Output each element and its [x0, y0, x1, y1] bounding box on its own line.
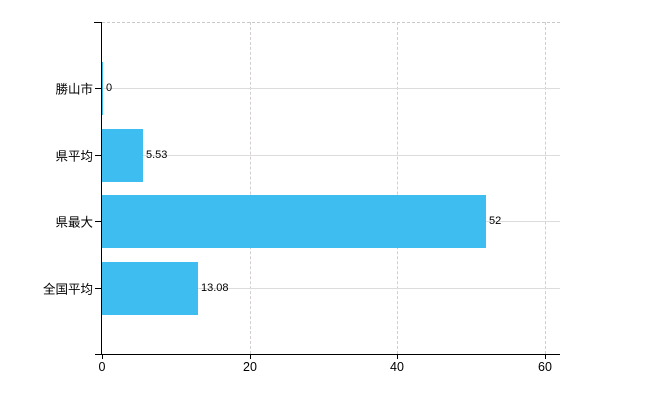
horizontal-gridline — [102, 288, 560, 289]
y-axis-tick — [95, 288, 101, 289]
horizontal-gridline — [102, 155, 560, 156]
category-label: 勝山市 — [55, 82, 93, 97]
x-axis-line — [95, 354, 560, 355]
plot-top-border — [102, 22, 560, 23]
bar-勝山市 — [102, 62, 103, 115]
category-label: 全国平均 — [42, 282, 93, 297]
x-axis-tick — [545, 354, 546, 359]
bar-県最大 — [102, 195, 486, 248]
x-axis-tick — [102, 354, 103, 359]
x-tick-label: 40 — [390, 360, 404, 374]
y-axis-tick — [95, 155, 101, 156]
vertical-gridline — [545, 22, 546, 354]
horizontal-gridline — [102, 88, 560, 89]
x-tick-label: 0 — [98, 360, 106, 374]
category-label: 県平均 — [55, 149, 93, 164]
vertical-gridline — [250, 22, 251, 354]
value-label: 13.08 — [201, 282, 229, 294]
y-axis-tick — [95, 88, 101, 89]
bar-全国平均 — [102, 262, 198, 315]
value-label: 5.53 — [146, 149, 168, 161]
y-axis-line — [101, 22, 102, 355]
x-tick-label: 20 — [243, 360, 257, 374]
category-label: 県最大 — [55, 215, 93, 230]
y-axis-tick — [94, 22, 101, 23]
value-label: 0 — [106, 82, 113, 94]
x-axis-tick — [250, 354, 251, 359]
bar-県平均 — [102, 129, 143, 182]
y-axis-tick — [95, 221, 101, 222]
x-tick-label: 60 — [538, 360, 552, 374]
x-axis-tick — [397, 354, 398, 359]
value-label: 52 — [489, 215, 502, 227]
vertical-gridline — [397, 22, 398, 354]
